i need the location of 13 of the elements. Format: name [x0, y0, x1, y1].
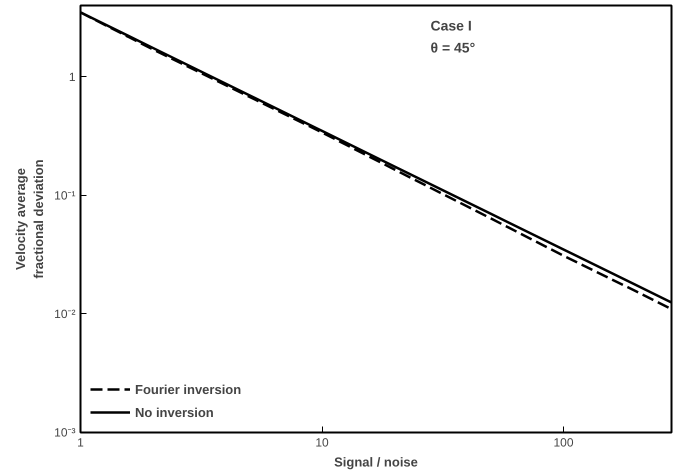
- y-axis-title: Velocity average fractional deviation: [13, 159, 46, 279]
- legend-label: No inversion: [135, 404, 214, 420]
- y-tick-label: 10⁻³: [54, 426, 76, 440]
- x-tick-label: 10: [315, 436, 330, 450]
- annotation: Case I: [430, 18, 472, 34]
- y-tick-label: 1: [68, 70, 76, 84]
- y-tick-label: 10⁻¹: [54, 188, 76, 202]
- legend-label: Fourier inversion: [135, 382, 242, 396]
- y-tick-label: 10⁻²: [54, 306, 76, 321]
- x-tick-label: 1: [77, 436, 84, 450]
- x-tick-label: 100: [554, 436, 574, 450]
- x-axis-title: Signal / noise: [334, 454, 418, 470]
- annotation: θ = 45°: [430, 40, 476, 56]
